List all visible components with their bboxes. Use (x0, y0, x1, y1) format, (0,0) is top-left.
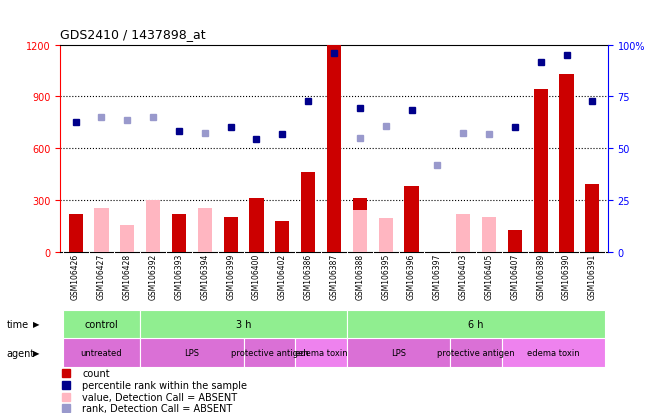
Bar (249, 199, 264, 252)
Text: percentile rank within the sample: percentile rank within the sample (82, 380, 247, 390)
Text: GSM106395: GSM106395 (381, 253, 390, 299)
Text: GSM106407: GSM106407 (510, 253, 519, 299)
Bar (482, 218, 496, 252)
Text: GSM106427: GSM106427 (97, 253, 106, 299)
FancyBboxPatch shape (63, 310, 140, 339)
Text: GSM106393: GSM106393 (174, 253, 184, 299)
Bar (275, 222, 289, 252)
Text: GSM106403: GSM106403 (459, 253, 468, 299)
Bar (559, 75, 574, 252)
Text: GSM106386: GSM106386 (304, 253, 313, 299)
Text: GSM106402: GSM106402 (278, 253, 287, 299)
Text: GSM106405: GSM106405 (484, 253, 494, 299)
Bar (146, 200, 160, 252)
Text: GSM106396: GSM106396 (407, 253, 416, 299)
FancyBboxPatch shape (347, 310, 605, 339)
Text: value, Detection Call = ABSENT: value, Detection Call = ABSENT (82, 392, 237, 401)
Text: protective antigen: protective antigen (438, 349, 515, 358)
Text: untreated: untreated (81, 349, 122, 358)
FancyBboxPatch shape (295, 339, 347, 368)
Text: GSM106394: GSM106394 (200, 253, 209, 299)
Text: edema toxin: edema toxin (527, 349, 580, 358)
Text: GSM106388: GSM106388 (355, 253, 364, 299)
Text: 3 h: 3 h (236, 319, 251, 329)
Text: GSM106391: GSM106391 (588, 253, 597, 299)
Text: protective antigen: protective antigen (230, 349, 308, 358)
Bar (585, 185, 599, 252)
Bar (353, 199, 367, 252)
FancyBboxPatch shape (63, 339, 140, 368)
Text: GSM106389: GSM106389 (536, 253, 545, 299)
Bar (198, 208, 212, 252)
Text: GSM106387: GSM106387 (329, 253, 339, 299)
FancyBboxPatch shape (244, 339, 295, 368)
Bar (120, 225, 134, 252)
FancyBboxPatch shape (140, 339, 244, 368)
Text: GSM106392: GSM106392 (149, 253, 158, 299)
FancyBboxPatch shape (450, 339, 502, 368)
Text: rank, Detection Call = ABSENT: rank, Detection Call = ABSENT (82, 404, 232, 413)
Text: ▶: ▶ (33, 349, 40, 358)
Text: LPS: LPS (391, 349, 406, 358)
Text: time: time (7, 319, 29, 329)
Bar (456, 215, 470, 252)
Text: GDS2410 / 1437898_at: GDS2410 / 1437898_at (60, 28, 206, 41)
Text: GSM106397: GSM106397 (433, 253, 442, 299)
FancyBboxPatch shape (502, 339, 605, 368)
Bar (379, 218, 393, 252)
Bar (69, 214, 83, 252)
Text: GSM106399: GSM106399 (226, 253, 235, 299)
Bar (508, 230, 522, 252)
Bar (353, 211, 367, 252)
Bar (404, 187, 419, 252)
Bar (534, 90, 548, 252)
Text: LPS: LPS (184, 349, 199, 358)
Text: GSM106426: GSM106426 (71, 253, 80, 299)
Bar (224, 218, 238, 252)
Text: count: count (82, 368, 110, 378)
Text: GSM106390: GSM106390 (562, 253, 571, 299)
FancyBboxPatch shape (347, 339, 450, 368)
Text: GSM106428: GSM106428 (123, 253, 132, 299)
Text: 6 h: 6 h (468, 319, 484, 329)
Text: ▶: ▶ (33, 320, 40, 329)
Bar (327, 45, 341, 252)
Bar (94, 208, 109, 252)
Text: control: control (85, 319, 118, 329)
Text: edema toxin: edema toxin (295, 349, 347, 358)
Bar (172, 214, 186, 252)
Text: GSM106400: GSM106400 (252, 253, 261, 299)
FancyBboxPatch shape (140, 310, 347, 339)
Bar (301, 173, 315, 252)
Text: agent: agent (7, 348, 35, 358)
